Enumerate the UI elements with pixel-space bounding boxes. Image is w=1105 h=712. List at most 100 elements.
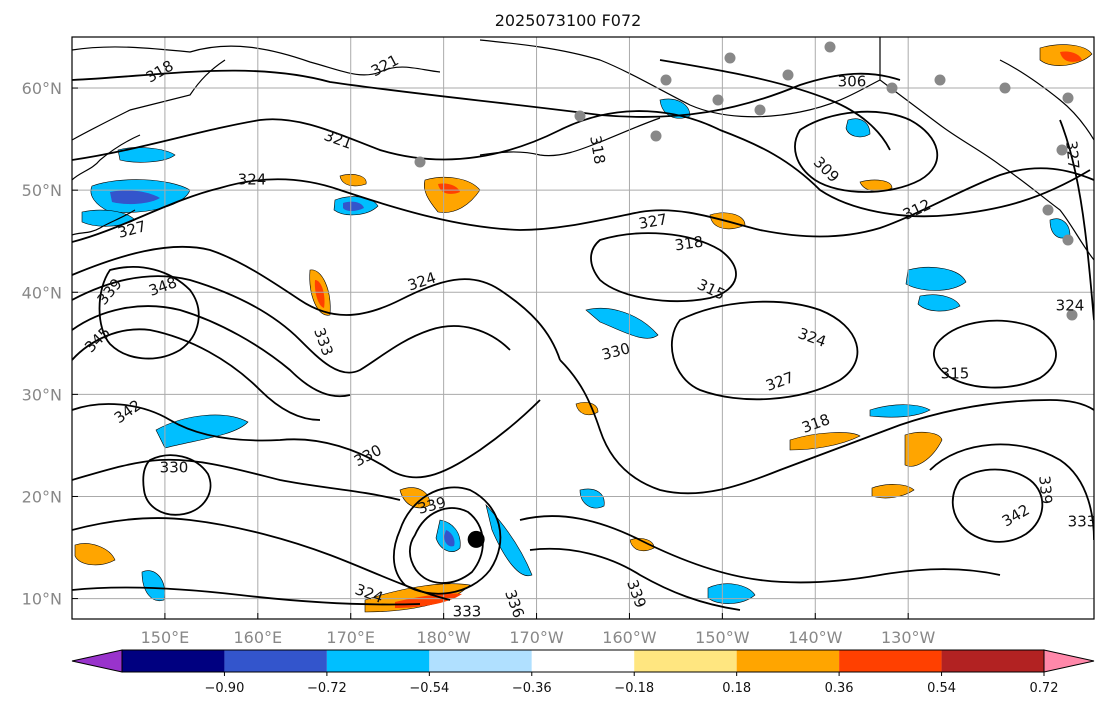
colorbar-max-extend [1043, 649, 1095, 673]
contour-line [72, 167, 1094, 243]
lon-label: 140°W [788, 628, 843, 647]
map-title: 2025073100 F072 [495, 11, 642, 30]
station-dot [650, 130, 662, 142]
station-dot [886, 82, 898, 94]
shade-patch [905, 267, 967, 291]
station-dot [660, 74, 672, 86]
lat-label: 10°N [22, 590, 62, 609]
contour-label: 327 [637, 210, 668, 233]
contour-line [72, 399, 541, 479]
contour-line [392, 486, 502, 595]
colorbar-segment [839, 650, 942, 672]
contour-label: 333 [1068, 513, 1097, 531]
coastline [72, 45, 441, 76]
lon-label: 170°E [326, 628, 375, 647]
contour-label: 315 [941, 365, 970, 383]
station-dot [1056, 144, 1068, 156]
station-markers [414, 41, 1078, 321]
shade-patch [423, 177, 481, 213]
station-dot [574, 110, 586, 122]
colorbar-tick-label: 0.18 [722, 681, 751, 696]
contour-line [72, 328, 321, 421]
contour-line [142, 454, 212, 516]
coastline [72, 59, 226, 141]
colorbar-min-extend [71, 649, 123, 673]
contour-label: 333 [453, 603, 482, 621]
colorbar-tick-label: 0.54 [927, 681, 956, 696]
contour-line [98, 266, 200, 360]
shade-patch [917, 294, 961, 312]
colorbar-tick-label: −0.72 [307, 681, 347, 696]
lon-label: 160°E [233, 628, 282, 647]
lon-label: 150°W [695, 628, 750, 647]
shade-patch [339, 174, 367, 187]
coastline [479, 39, 881, 118]
contour-line [72, 245, 561, 361]
shade-patch [155, 414, 249, 449]
colorbar [71, 649, 1095, 673]
colorbar-segment [326, 650, 430, 672]
contour-line [929, 443, 1094, 541]
shade-patch [399, 487, 431, 509]
station-dot [1042, 204, 1054, 216]
shade-patch [585, 307, 659, 339]
station-dot [934, 74, 946, 86]
map-border [71, 36, 1095, 620]
lon-label: 170°W [509, 628, 564, 647]
colorbar-segment [429, 650, 532, 672]
contour-label: 324 [1056, 297, 1085, 315]
lat-label: 40°N [22, 283, 62, 302]
contour-line [794, 110, 939, 193]
contour-label: 330 [160, 459, 189, 477]
shade-patch [904, 431, 943, 467]
lon-label: 150°E [141, 628, 190, 647]
contour-line [72, 275, 511, 374]
contour-line [529, 547, 741, 611]
gridlines [72, 37, 1094, 619]
contour-line [72, 517, 451, 601]
station-dot [1062, 234, 1074, 246]
colorbar-segment [531, 650, 635, 672]
shade-patch [859, 179, 893, 192]
station-dot [724, 52, 736, 64]
colorbar-tick-label: −0.18 [614, 681, 654, 696]
shade-patch [579, 488, 605, 509]
station-dot [1062, 92, 1074, 104]
shade-patch [869, 404, 931, 418]
colorbar-segment [634, 650, 737, 672]
shade-patch [444, 530, 455, 547]
shade-patch [314, 280, 325, 308]
contour-label: 318 [586, 134, 609, 165]
contour-line [72, 586, 421, 606]
colorbar-frame [121, 649, 1045, 673]
contour-line [659, 59, 891, 151]
station-dot [824, 41, 836, 53]
shaded-anomalies [74, 44, 1093, 613]
lat-label: 50°N [22, 181, 62, 200]
contour-line [951, 468, 1044, 543]
coastline [479, 117, 661, 157]
coastlines [72, 37, 1094, 261]
station-dot [782, 69, 794, 81]
shade-patch [1060, 51, 1082, 62]
storm-center-marker [467, 530, 485, 548]
shade-patch [871, 484, 915, 499]
lat-label: 60°N [22, 79, 62, 98]
shade-patch [74, 543, 116, 566]
contour-label: 318 [673, 233, 704, 255]
coastline [72, 134, 141, 181]
contour-line [72, 110, 1091, 218]
contour-line [590, 232, 737, 302]
contour-line [519, 515, 1001, 584]
colorbar-segment [736, 650, 840, 672]
colorbar-segment [122, 650, 225, 672]
contour-line [1059, 119, 1094, 321]
shade-patch [845, 118, 871, 138]
shade-patch [343, 201, 364, 211]
lon-label: 130°W [881, 628, 936, 647]
contour-line [72, 69, 901, 118]
colorbar-tick-labels: −0.90 −0.72 −0.54 −0.36 −0.18 0.18 0.36 0.54 0.7… [205, 672, 1058, 696]
longitude-labels: 150°E 160°E 170°E 180°W 170°W 160°W 150°W 140°W… [141, 613, 936, 647]
